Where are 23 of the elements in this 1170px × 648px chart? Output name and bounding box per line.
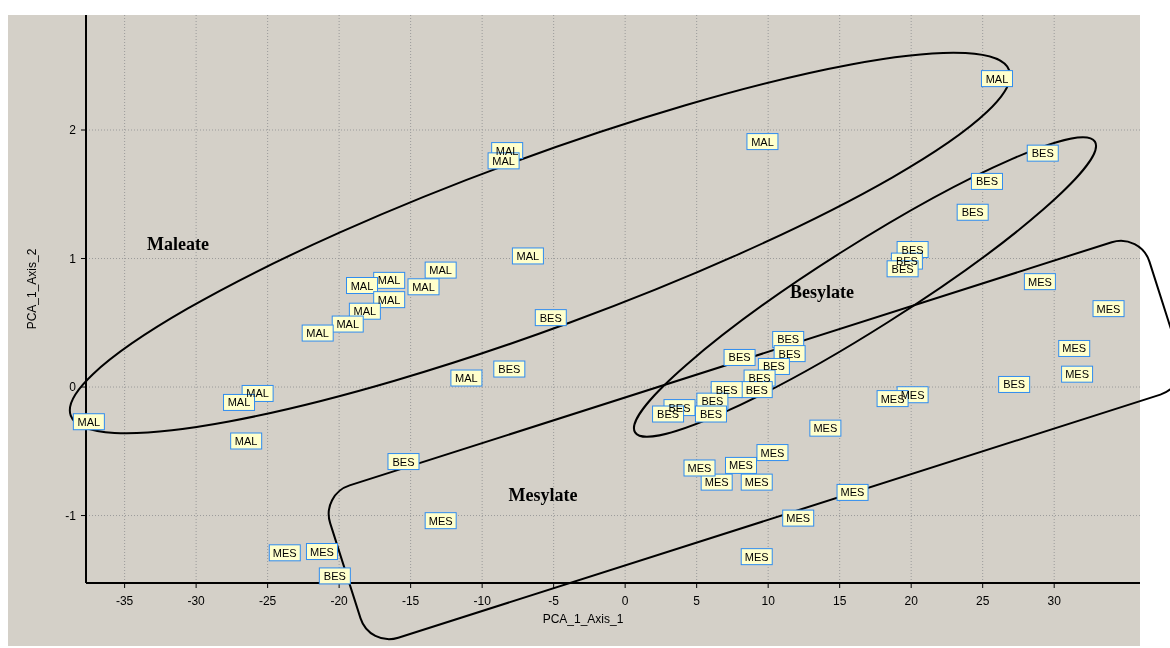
x-tick-label: -30 [187, 594, 206, 608]
x-tick-label: -35 [115, 594, 134, 608]
x-tick-label: -15 [401, 594, 420, 608]
x-tick-label: -25 [258, 594, 277, 608]
x-tick-label: 30 [1047, 594, 1062, 608]
y-tick-label: -1 [65, 508, 77, 523]
x-tick-label: 25 [976, 594, 990, 608]
y-axis-title: PCA_1_Axis_2 [25, 248, 39, 330]
x-tick-label: 15 [832, 594, 847, 608]
y-tick-label: 0 [69, 380, 77, 395]
y-tick-label: 2 [69, 123, 77, 138]
x-tick-label: -5 [548, 594, 560, 608]
annotation: Mesylate [508, 485, 578, 505]
annotation: Besylate [790, 282, 854, 302]
annotation: Maleate [147, 234, 209, 254]
x-tick-label: 0 [621, 594, 629, 608]
x-tick-label: -20 [330, 594, 349, 608]
x-tick-label: 20 [904, 594, 919, 608]
x-tick-label: 5 [693, 594, 701, 608]
x-tick-label: 10 [761, 594, 776, 608]
y-tick-label: 1 [69, 251, 77, 266]
x-tick-label: -10 [473, 594, 492, 608]
x-axis-title: PCA_1_Axis_1 [542, 612, 624, 626]
